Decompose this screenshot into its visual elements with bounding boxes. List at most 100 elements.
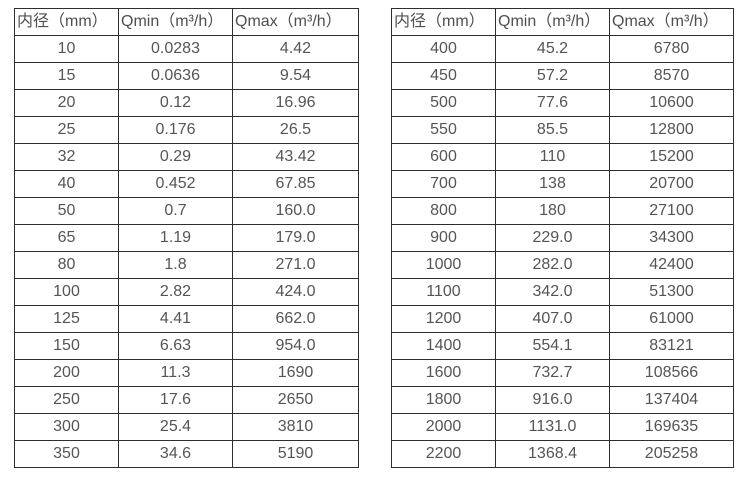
table-cell: 25 <box>14 116 119 144</box>
table-row: 20 0.12 16.96 <box>14 89 359 117</box>
table-cell: 282.0 <box>495 251 610 279</box>
table-row: 300 25.4 3810 <box>14 413 359 441</box>
table-row: 125 4.41 662.0 <box>14 305 359 333</box>
table-cell: 1368.4 <box>495 440 610 468</box>
flow-table-small-diameters: 内径（mm） Qmin（m³/h） Qmax（m³/h） 10 0.0283 4.4… <box>14 8 359 468</box>
table-cell: 6.63 <box>118 332 233 360</box>
table-row: 350 34.6 5190 <box>14 440 359 468</box>
table-cell: 250 <box>14 386 119 414</box>
table-row: 15 0.0636 9.54 <box>14 62 359 90</box>
col-header-qmin: Qmin（m³/h） <box>118 8 233 36</box>
table-cell: 342.0 <box>495 278 610 306</box>
table-cell: 125 <box>14 305 119 333</box>
table-cell: 100 <box>14 278 119 306</box>
table-cell: 27100 <box>609 197 734 225</box>
table-cell: 662.0 <box>232 305 359 333</box>
table-cell: 8570 <box>609 62 734 90</box>
table-cell: 26.5 <box>232 116 359 144</box>
table-cell: 5190 <box>232 440 359 468</box>
table-row: 450 57.2 8570 <box>391 62 734 90</box>
table-cell: 9.54 <box>232 62 359 90</box>
table-cell: 108566 <box>609 359 734 387</box>
table-cell: 1800 <box>391 386 496 414</box>
table-cell: 1200 <box>391 305 496 333</box>
table-cell: 0.12 <box>118 89 233 117</box>
table-cell: 42400 <box>609 251 734 279</box>
table-cell: 700 <box>391 170 496 198</box>
table-cell: 2650 <box>232 386 359 414</box>
header-row: 内径（mm） Qmin（m³/h） Qmax（m³/h） <box>14 8 359 36</box>
table-cell: 2.82 <box>118 278 233 306</box>
table-cell: 20700 <box>609 170 734 198</box>
table-row: 200 11.3 1690 <box>14 359 359 387</box>
table-cell: 77.6 <box>495 89 610 117</box>
table-cell: 180 <box>495 197 610 225</box>
table-cell: 43.42 <box>232 143 359 171</box>
flow-table-large-diameters: 内径（mm） Qmin（m³/h） Qmax（m³/h） 400 45.2 6780… <box>391 8 734 468</box>
table-cell: 732.7 <box>495 359 610 387</box>
table-cell: 16.96 <box>232 89 359 117</box>
table-cell: 50 <box>14 197 119 225</box>
table-cell: 85.5 <box>495 116 610 144</box>
table-body: 10 0.0283 4.42 15 0.0636 9.54 20 0.12 16.96 25 0.1… <box>14 35 359 468</box>
header-row: 内径（mm） Qmin（m³/h） Qmax（m³/h） <box>391 8 734 36</box>
table-cell: 6780 <box>609 35 734 63</box>
col-header-diameter: 内径（mm） <box>14 8 119 36</box>
table-cell: 1400 <box>391 332 496 360</box>
table-cell: 32 <box>14 143 119 171</box>
table-cell: 0.176 <box>118 116 233 144</box>
table-row: 800 180 27100 <box>391 197 734 225</box>
table-cell: 10600 <box>609 89 734 117</box>
table-row: 10 0.0283 4.42 <box>14 35 359 63</box>
table-row: 100 2.82 424.0 <box>14 278 359 306</box>
table-cell: 0.29 <box>118 143 233 171</box>
table-cell: 34.6 <box>118 440 233 468</box>
table-cell: 1.8 <box>118 251 233 279</box>
table-row: 65 1.19 179.0 <box>14 224 359 252</box>
table-row: 400 45.2 6780 <box>391 35 734 63</box>
table-cell: 2000 <box>391 413 496 441</box>
table-cell: 83121 <box>609 332 734 360</box>
table-cell: 179.0 <box>232 224 359 252</box>
table-cell: 3810 <box>232 413 359 441</box>
table-row: 1400 554.1 83121 <box>391 332 734 360</box>
table-cell: 800 <box>391 197 496 225</box>
table-row: 2000 1131.0 169635 <box>391 413 734 441</box>
table-cell: 169635 <box>609 413 734 441</box>
table-cell: 160.0 <box>232 197 359 225</box>
table-row: 900 229.0 34300 <box>391 224 734 252</box>
table-cell: 350 <box>14 440 119 468</box>
table-cell: 65 <box>14 224 119 252</box>
table-cell: 400 <box>391 35 496 63</box>
table-cell: 0.0283 <box>118 35 233 63</box>
table-cell: 61000 <box>609 305 734 333</box>
table-cell: 271.0 <box>232 251 359 279</box>
table-cell: 1600 <box>391 359 496 387</box>
table-cell: 954.0 <box>232 332 359 360</box>
table-cell: 200 <box>14 359 119 387</box>
table-cell: 0.0636 <box>118 62 233 90</box>
col-header-qmin: Qmin（m³/h） <box>495 8 610 36</box>
col-header-qmax: Qmax（m³/h） <box>232 8 359 36</box>
table-cell: 205258 <box>609 440 734 468</box>
table-row: 2200 1368.4 205258 <box>391 440 734 468</box>
flow-range-tables-page: 内径（mm） Qmin（m³/h） Qmax（m³/h） 10 0.0283 4.4… <box>14 8 734 468</box>
table-cell: 137404 <box>609 386 734 414</box>
table-cell: 15 <box>14 62 119 90</box>
table-cell: 20 <box>14 89 119 117</box>
table-row: 32 0.29 43.42 <box>14 143 359 171</box>
table-cell: 45.2 <box>495 35 610 63</box>
table-cell: 40 <box>14 170 119 198</box>
table-row: 1800 916.0 137404 <box>391 386 734 414</box>
table-cell: 1.19 <box>118 224 233 252</box>
table-cell: 229.0 <box>495 224 610 252</box>
table-cell: 424.0 <box>232 278 359 306</box>
table-row: 1100 342.0 51300 <box>391 278 734 306</box>
table-cell: 11.3 <box>118 359 233 387</box>
table-cell: 34300 <box>609 224 734 252</box>
table-row: 40 0.452 67.85 <box>14 170 359 198</box>
table-cell: 1131.0 <box>495 413 610 441</box>
table-cell: 12800 <box>609 116 734 144</box>
table-cell: 554.1 <box>495 332 610 360</box>
table-cell: 500 <box>391 89 496 117</box>
